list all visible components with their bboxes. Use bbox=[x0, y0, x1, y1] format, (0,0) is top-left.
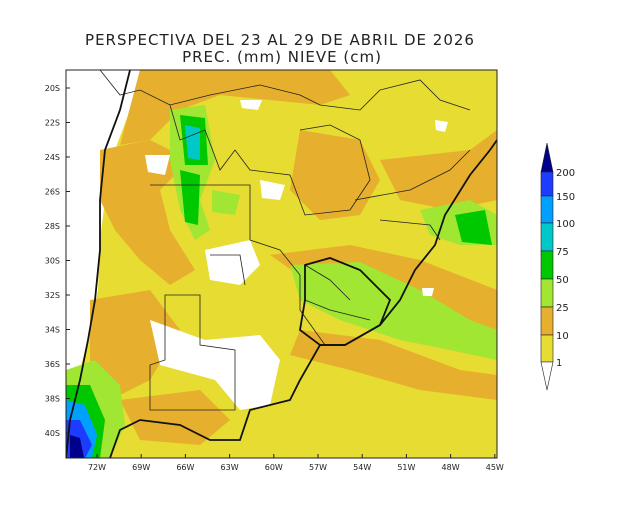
lat-label: 36S bbox=[45, 360, 60, 369]
lon-label: 45W bbox=[486, 463, 504, 472]
lat-label: 38S bbox=[45, 395, 60, 404]
lon-label: 72W bbox=[88, 463, 106, 472]
colorbar-label: 75 bbox=[556, 247, 569, 258]
lon-label: 57W bbox=[309, 463, 327, 472]
lat-label: 34S bbox=[45, 326, 60, 335]
lat-label: 26S bbox=[45, 188, 60, 197]
colorbar-label: 150 bbox=[556, 192, 575, 203]
lon-label: 54W bbox=[353, 463, 371, 472]
lat-label: 28S bbox=[45, 222, 60, 231]
colorbar-label: 10 bbox=[556, 331, 569, 342]
colorbar-labels: 200 150 100 75 50 25 10 1 bbox=[556, 168, 575, 369]
colorbar-label: 1 bbox=[556, 358, 562, 369]
lat-label: 40S bbox=[45, 429, 60, 438]
lon-label: 66W bbox=[176, 463, 194, 472]
lon-label: 48W bbox=[442, 463, 460, 472]
map-frame bbox=[65, 69, 498, 459]
title-line-2: PREC. (mm) NIEVE (cm) bbox=[182, 48, 382, 66]
precip-field bbox=[66, 70, 497, 458]
lat-label: 24S bbox=[45, 153, 60, 162]
lat-labels: 20S 22S 24S 26S 28S 30S 32S 34S 36S 38S 40S bbox=[45, 84, 70, 438]
lon-label: 63W bbox=[221, 463, 239, 472]
colorbar-label: 200 bbox=[556, 168, 575, 179]
lat-label: 32S bbox=[45, 291, 60, 300]
lon-label: 51W bbox=[397, 463, 415, 472]
colorbar-label: 100 bbox=[556, 219, 575, 230]
title-line-1: PERSPECTIVA DEL 23 AL 29 DE ABRIL DE 202… bbox=[85, 31, 475, 49]
lon-label: 69W bbox=[132, 463, 150, 472]
lat-label: 22S bbox=[45, 119, 60, 128]
colorbar-label: 25 bbox=[556, 303, 569, 314]
lon-labels: 72W 69W 66W 63W 60W 57W 54W 51W 48W 45W bbox=[88, 454, 504, 472]
lat-label: 20S bbox=[45, 84, 60, 93]
lon-label: 60W bbox=[265, 463, 283, 472]
colorbar bbox=[540, 142, 554, 391]
lat-label: 30S bbox=[45, 257, 60, 266]
colorbar-label: 50 bbox=[556, 275, 569, 286]
